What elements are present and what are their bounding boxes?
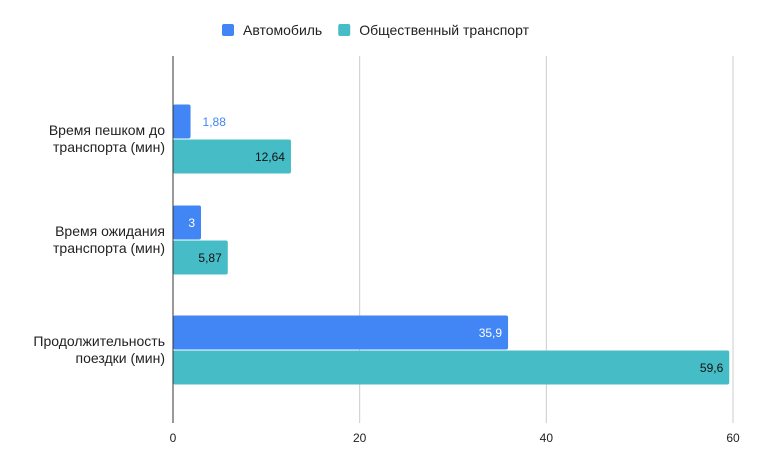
data-label: 12,64 bbox=[255, 150, 285, 164]
legend-label: Общественный транспорт bbox=[359, 22, 529, 38]
x-tick-label: 60 bbox=[726, 431, 740, 445]
data-label: 3 bbox=[188, 216, 195, 230]
x-tick-label: 20 bbox=[353, 431, 367, 445]
x-tick-label: 0 bbox=[170, 431, 177, 445]
y-axis: Время пешком до транспорта (мин)Время ожи… bbox=[33, 56, 174, 423]
category-label: Время пешком до транспорта (мин) bbox=[49, 122, 165, 155]
x-tick-label: 40 bbox=[540, 431, 554, 445]
bars: 1,88 3 35,9 12,64 5,87 59,6 bbox=[173, 104, 730, 385]
data-label: 5,87 bbox=[198, 251, 222, 265]
bar-transit bbox=[173, 350, 730, 385]
bar-car bbox=[173, 104, 191, 139]
bar-transit bbox=[173, 139, 291, 174]
category-label: Время ожидания транспорта (мин) bbox=[53, 223, 165, 256]
bar-car bbox=[173, 315, 509, 350]
category-label-line: поездки (мин) bbox=[76, 350, 165, 366]
legend-swatch bbox=[338, 24, 351, 36]
data-label: 1,88 bbox=[203, 115, 227, 129]
category-label-line: Время пешком до bbox=[49, 122, 165, 138]
bar-transit bbox=[173, 240, 228, 275]
category-label-line: транспорта (мин) bbox=[53, 240, 165, 256]
data-label: 35,9 bbox=[479, 326, 503, 340]
legend-swatch bbox=[222, 24, 234, 36]
legend-label: Автомобиль bbox=[243, 22, 322, 38]
category-label-line: Продолжительность bbox=[33, 333, 165, 349]
data-label: 59,6 bbox=[700, 361, 724, 375]
bar-car bbox=[173, 205, 201, 240]
category-label-line: Время ожидания bbox=[55, 223, 165, 239]
category-label: Продолжительность поездки (мин) bbox=[33, 333, 165, 366]
category-label-line: транспорта (мин) bbox=[53, 139, 165, 155]
x-axis: 0 20 40 60 bbox=[170, 431, 740, 445]
legend: Автомобиль Общественный транспорт bbox=[222, 22, 530, 38]
